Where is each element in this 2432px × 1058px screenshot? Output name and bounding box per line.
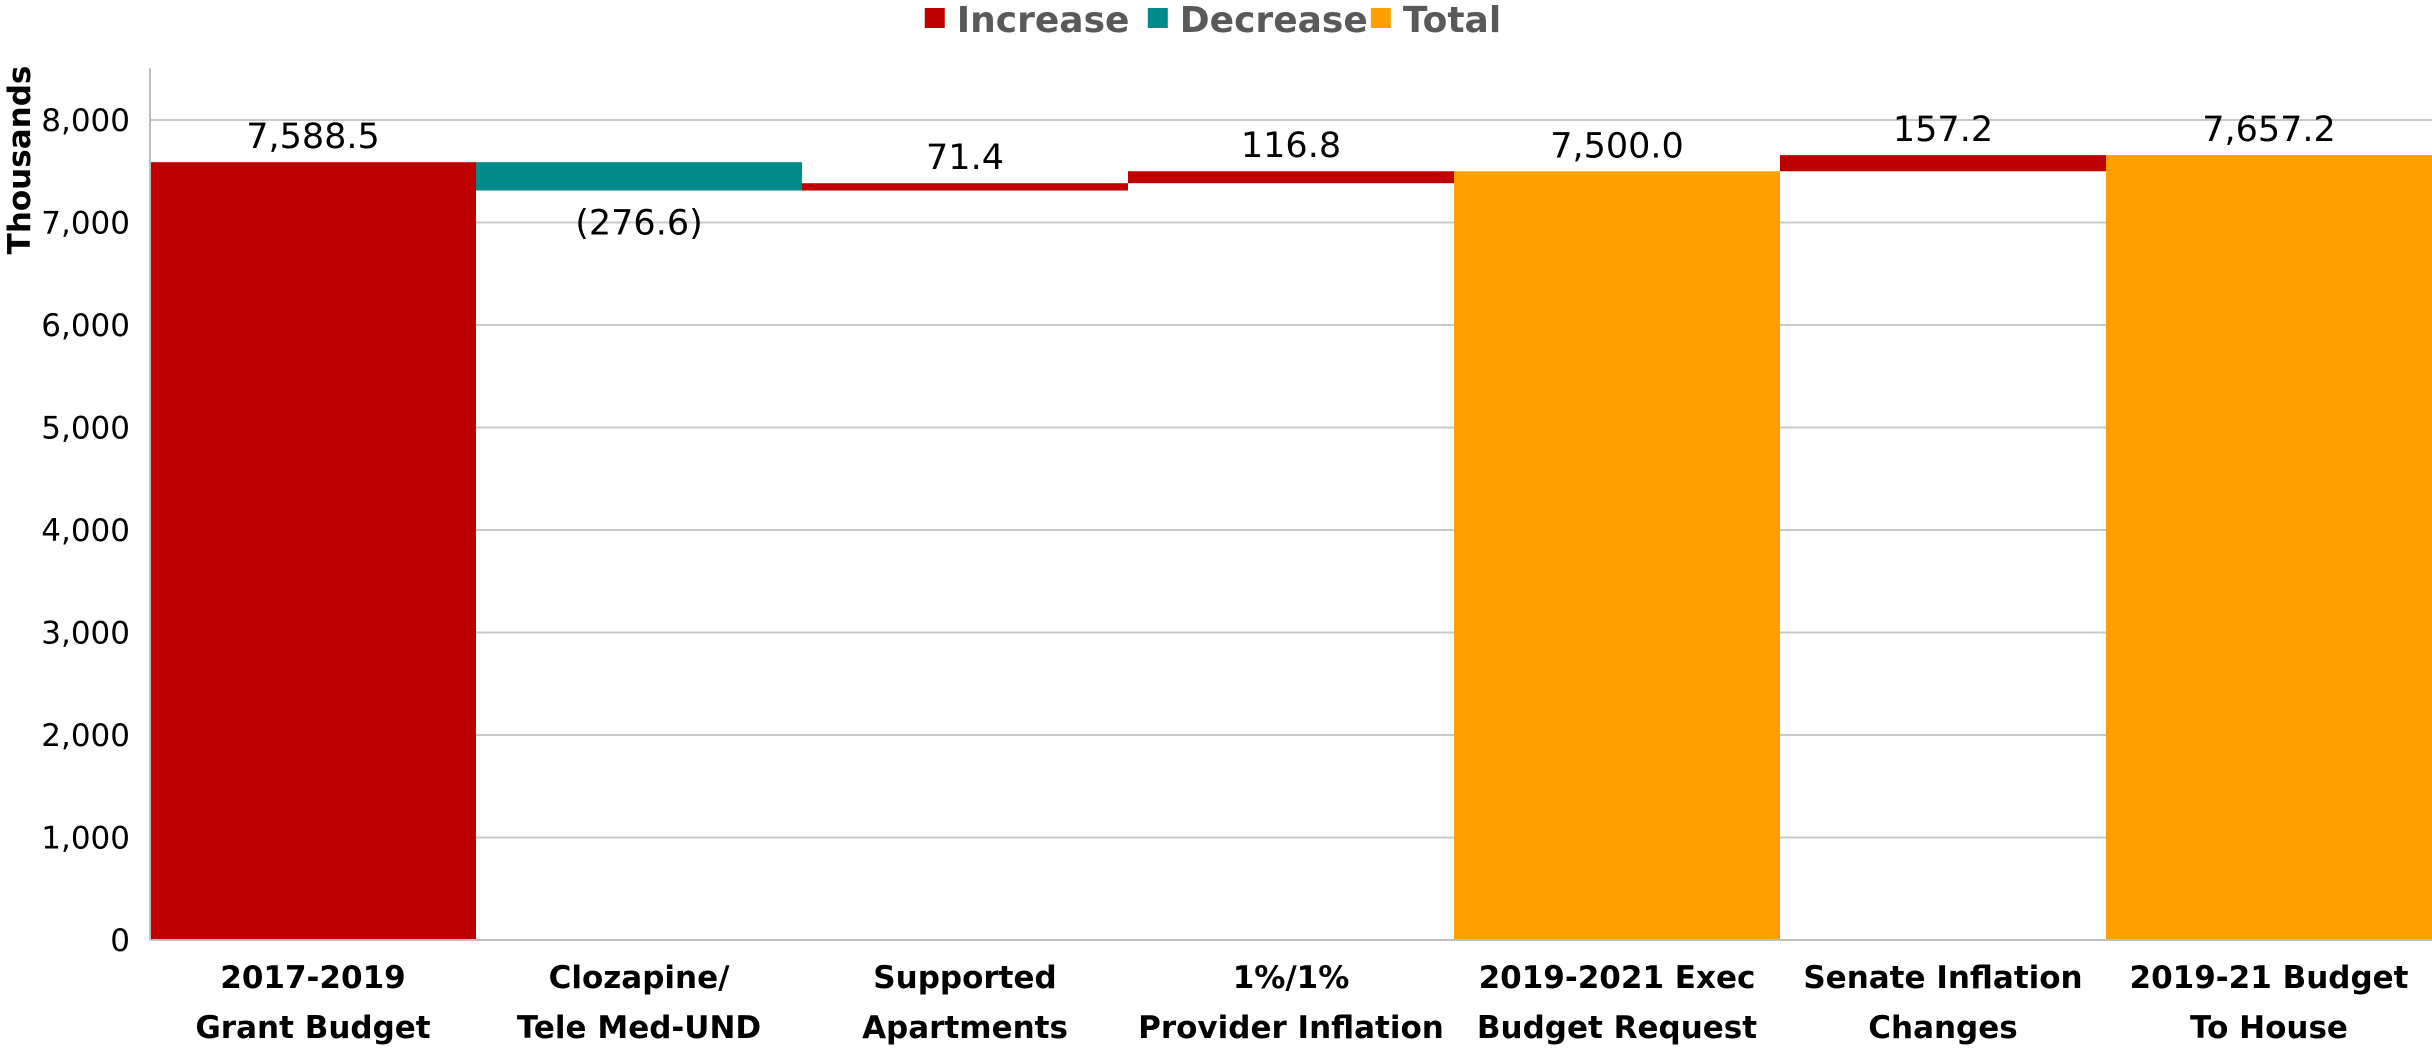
x-category-label-line2: Changes [1868, 1010, 2017, 1046]
x-category-label-line1: Supported [873, 960, 1056, 996]
legend: Increase Decrease Total [924, 0, 1501, 41]
data-label: (276.6) [575, 204, 703, 244]
y-tick-label: 8,000 [41, 103, 130, 139]
y-tick-label: 1,000 [41, 821, 130, 857]
y-tick-label: 2,000 [41, 718, 130, 754]
bar-increase [150, 162, 476, 940]
bar-increase [1128, 171, 1454, 184]
legend-swatch-total [1370, 8, 1391, 28]
bar-total [1454, 171, 1780, 940]
data-label: 7,500.0 [1550, 126, 1684, 166]
data-label: 7,588.5 [246, 117, 380, 157]
data-label: 71.4 [926, 138, 1004, 178]
y-tick-label: 3,000 [41, 616, 130, 652]
data-label: 157.2 [1893, 110, 1993, 150]
bars [150, 155, 2432, 941]
y-tick-label: 6,000 [41, 308, 130, 344]
legend-label: Increase [957, 0, 1130, 41]
x-category-label-line2: Tele Med-UND [517, 1010, 761, 1046]
data-label: 7,657.2 [2202, 110, 2336, 150]
x-category-label-line2: Apartments [862, 1010, 1068, 1046]
y-tick-label: 5,000 [41, 411, 130, 447]
x-category-label-line2: Budget Request [1477, 1010, 1757, 1046]
legend-label: Decrease [1180, 0, 1368, 41]
y-tick-label: 7,000 [41, 206, 130, 242]
legend-swatch-increase [924, 8, 945, 28]
y-axis-title: Thousands [2, 66, 38, 255]
x-category-label-line1: 1%/1% [1233, 960, 1350, 996]
data-labels: 7,588.5 (276.6) 71.4 116.8 7,500.0 157.2 7,657… [246, 110, 2336, 243]
x-category-label-line1: Clozapine/ [549, 960, 731, 996]
y-tick-label: 4,000 [41, 513, 130, 549]
x-category-label-line2: Grant Budget [195, 1010, 430, 1046]
bar-increase [1780, 155, 2106, 172]
x-category-label-line1: 2019-2021 Exec [1479, 960, 1756, 996]
bar-total [2106, 155, 2432, 941]
legend-swatch-decrease [1147, 8, 1168, 28]
axes [149, 68, 2432, 941]
x-category-label-line1: 2017-2019 [220, 960, 405, 996]
legend-label: Total [1403, 0, 1501, 41]
y-tick-label: 0 [110, 923, 130, 959]
y-tick-labels: 0 1,000 2,000 3,000 4,000 5,000 6,000 7,000 8,00… [41, 103, 130, 959]
x-category-label-line2: To House [2190, 1010, 2348, 1046]
bar-increase [802, 183, 1128, 191]
x-category-label-line1: 2019-21 Budget [2130, 960, 2409, 996]
x-category-label-line2: Provider Inflation [1138, 1010, 1444, 1046]
x-category-labels: 2017-2019 Grant Budget Clozapine/Tele Med-… [195, 960, 2408, 1046]
gridlines [150, 119, 2432, 839]
data-label: 116.8 [1241, 126, 1341, 166]
x-category-label-line1: Senate Inflation [1803, 960, 2082, 996]
bar-decrease [476, 162, 802, 191]
